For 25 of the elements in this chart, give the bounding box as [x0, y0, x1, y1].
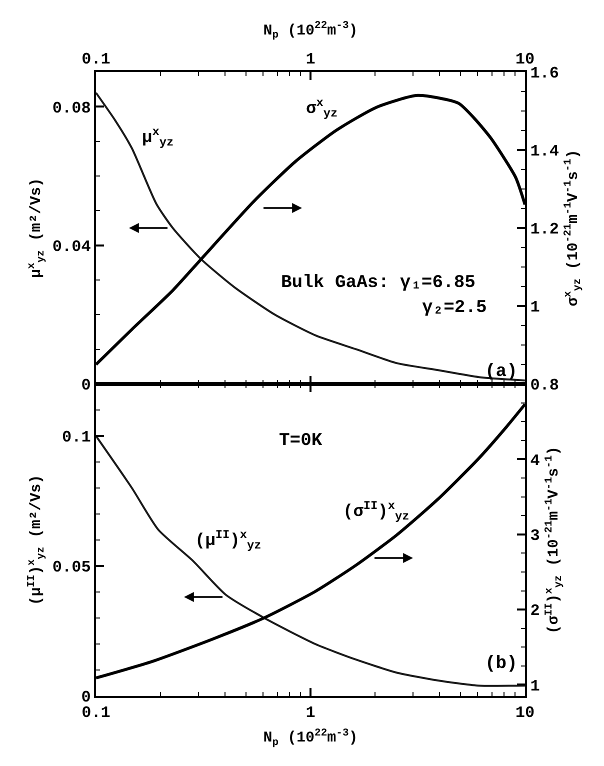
y-tick-label: 0.1: [62, 428, 91, 447]
y2-tick-label: 4: [530, 452, 540, 470]
y2-tick-label: 1.2: [530, 220, 560, 239]
x-tick-label: 1: [306, 50, 316, 69]
y2-tick-label: 3: [530, 526, 540, 545]
annotation: γ₂=2.5: [422, 298, 487, 318]
y2-tick-label: 2: [530, 602, 540, 620]
y2-tick-label: 1: [530, 298, 540, 317]
y2-tick-label: 1: [530, 677, 540, 696]
x-axis-title: N$_{p}$ (10$^{22}$m$^{-3}$): [263, 20, 358, 42]
y-tick-label: 0.05: [52, 558, 91, 577]
annotation: (b): [485, 654, 518, 674]
y-tick-label: 0: [81, 376, 91, 395]
y-tick-label: 0.04: [52, 238, 92, 256]
y-tick-label: 0.08: [52, 99, 91, 118]
y2-tick-label: 1.4: [530, 142, 560, 161]
x-tick-label: 1: [306, 704, 316, 722]
y-tick-label: 0: [81, 688, 91, 707]
y2-tick-label: 1.6: [530, 64, 560, 83]
y2-tick-label: 0.8: [530, 376, 560, 395]
annotation: Bulk GaAs: γ₁=6.85: [281, 273, 476, 293]
annotation: T=0K: [279, 431, 322, 451]
annotation: (a): [485, 362, 518, 382]
x-tick-label: 10: [515, 704, 535, 722]
x-axis-title: N$_{p}$ (10$^{22}$m$^{-3}$): [263, 727, 358, 749]
